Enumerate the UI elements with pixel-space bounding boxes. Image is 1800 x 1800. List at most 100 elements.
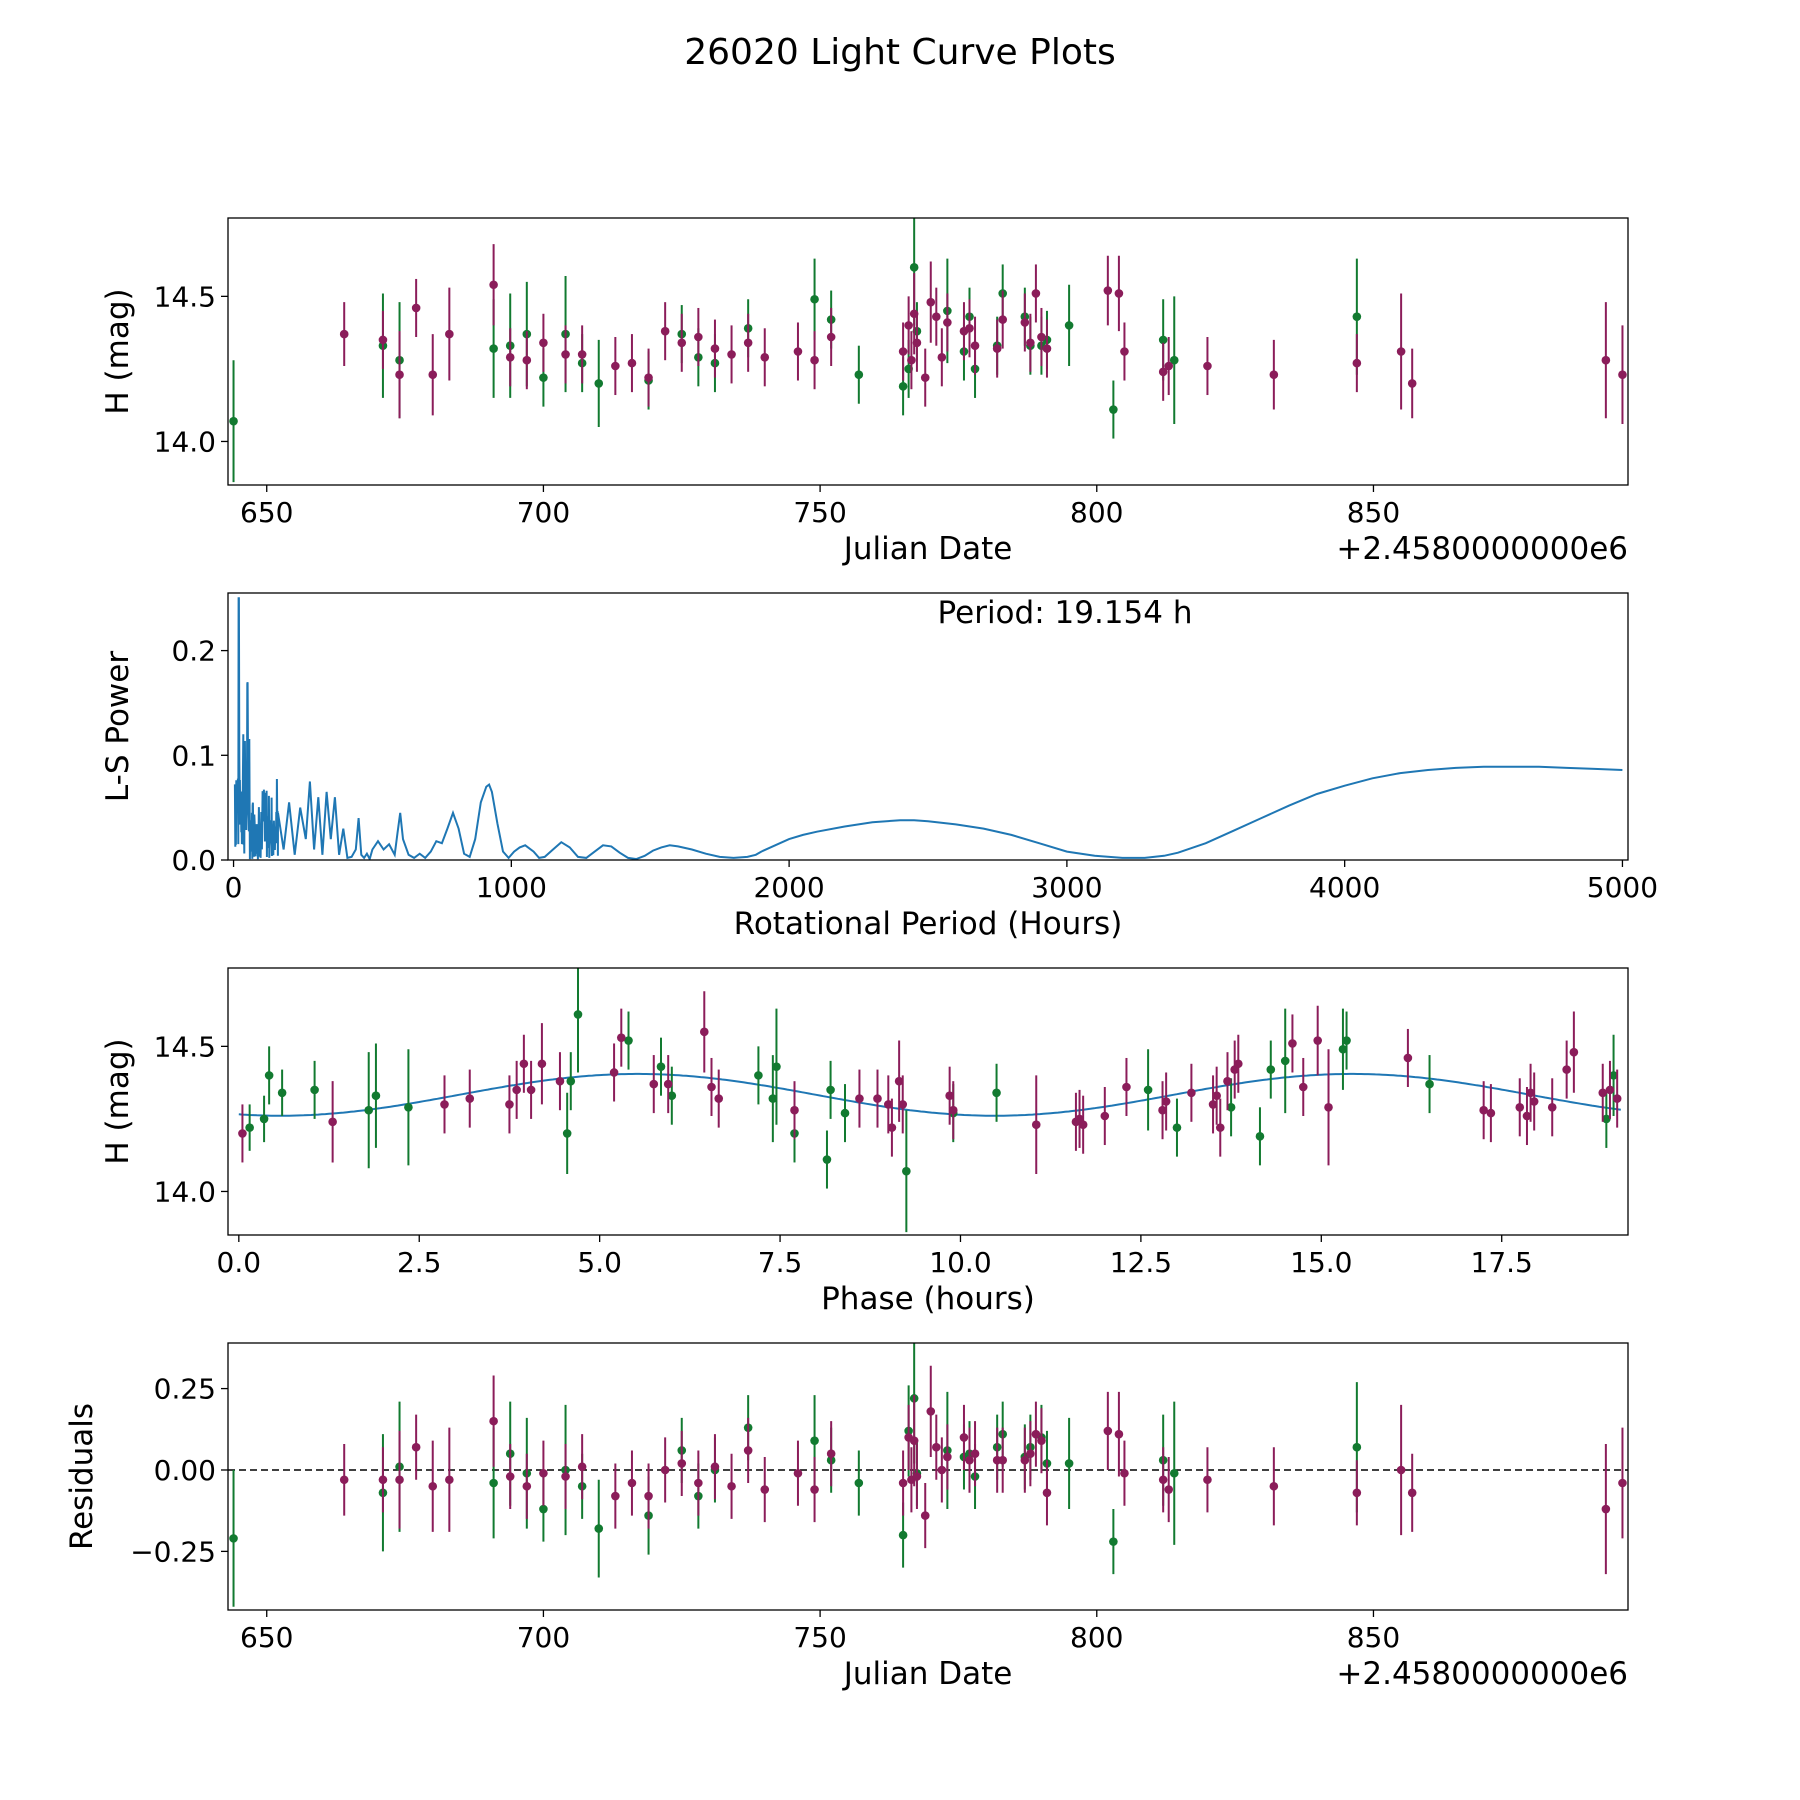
data-point [609, 1068, 619, 1077]
data-point [909, 263, 919, 272]
x-axis-label: Julian Date [842, 1656, 1013, 1692]
data-point [694, 1478, 703, 1488]
data-point [505, 1472, 515, 1481]
data-point [1103, 286, 1113, 295]
data-point [907, 355, 916, 365]
data-point [1203, 361, 1212, 371]
data-point [790, 1105, 799, 1115]
data-point [1120, 347, 1129, 356]
subplot-ls: 0 1000 2000 3000 4000 5000 0.0 0.1 0.2 Rotational… [100, 592, 1658, 942]
data-point [810, 355, 819, 365]
data-point [1479, 1105, 1488, 1115]
data-point [1605, 1085, 1615, 1095]
data-point [707, 1082, 716, 1092]
x-tick-label: 800 [1070, 1621, 1123, 1654]
x-tick-label: 700 [517, 496, 570, 529]
data-point [677, 338, 687, 348]
data-point [854, 1478, 864, 1488]
data-point [395, 1475, 404, 1485]
data-point [1266, 1065, 1276, 1074]
data-point [519, 1059, 529, 1069]
y-tick-label: −0.25 [130, 1535, 216, 1568]
data-point [561, 1472, 570, 1481]
data-point [1031, 289, 1041, 298]
data-point [1042, 1488, 1052, 1498]
data-point [364, 1105, 374, 1115]
data-point [1342, 1036, 1351, 1045]
data-point [810, 294, 819, 304]
model-fit-curve [238, 1072, 1621, 1117]
period-annotation: Period: 19.154 h [938, 595, 1193, 631]
data-point [1212, 1091, 1221, 1100]
data-point [920, 373, 930, 382]
data-point [1425, 1079, 1434, 1089]
data-point [1031, 1120, 1041, 1130]
data-point [1037, 332, 1046, 342]
data-point [1226, 1103, 1236, 1112]
data-point [710, 1462, 720, 1472]
axes-frame [227, 1342, 1629, 1611]
data-point [694, 332, 703, 342]
data-point [1164, 1485, 1174, 1494]
data-point [992, 344, 1002, 353]
data-point [920, 1511, 930, 1520]
data-point [1522, 1111, 1532, 1121]
data-point [1403, 1053, 1413, 1063]
data-point [1037, 1436, 1046, 1445]
data-point [894, 1076, 904, 1086]
x-tick-label: 2000 [753, 871, 824, 904]
data-point [1407, 379, 1417, 388]
data-point [898, 347, 908, 356]
x-tick-label: 800 [1070, 496, 1123, 529]
data-point [1269, 1481, 1279, 1491]
data-point [1208, 1100, 1218, 1109]
data-point [428, 1481, 438, 1491]
data-point [1515, 1103, 1525, 1112]
data-point [539, 373, 548, 382]
x-tick-label: 650 [240, 1621, 293, 1654]
data-point [909, 1436, 919, 1445]
data-point [727, 1481, 736, 1491]
data-point [1020, 1455, 1030, 1465]
data-point [1158, 335, 1168, 345]
data-point [1120, 1468, 1129, 1478]
data-point [926, 1407, 936, 1416]
data-point [1164, 361, 1174, 371]
y-tick-label: 14.5 [154, 280, 216, 313]
data-point [760, 1485, 770, 1494]
data-point [238, 1129, 247, 1138]
data-point [1078, 1120, 1088, 1130]
data-point [760, 353, 770, 362]
y-axis-label: L-S Power [100, 651, 136, 802]
data-point [1187, 1088, 1196, 1098]
data-point [1169, 355, 1179, 365]
data-point [378, 335, 388, 345]
data-point [855, 1094, 864, 1103]
plot-area-res [228, 1343, 1628, 1607]
data-point [594, 379, 604, 388]
x-tick-label: 1000 [476, 871, 547, 904]
data-point [1609, 1071, 1618, 1080]
data-point [926, 297, 936, 307]
data-point [1109, 1537, 1118, 1546]
data-point [1618, 370, 1627, 380]
y-axis-label: H (mag) [100, 1038, 136, 1164]
data-point [1396, 1465, 1406, 1475]
data-point [411, 1442, 421, 1452]
data-point [1143, 1085, 1153, 1095]
data-point [577, 350, 587, 359]
data-point [1234, 1059, 1243, 1069]
data-point [663, 1079, 673, 1089]
data-point [948, 1105, 958, 1115]
data-point [229, 1534, 238, 1543]
data-point [1161, 1097, 1171, 1106]
data-point [411, 303, 421, 313]
subplot-res: 650 700 750 800 850 −0.25 0.00 0.25 Julian Date R… [64, 1342, 1629, 1692]
data-point [1100, 1111, 1110, 1121]
data-point [667, 1091, 677, 1100]
data-point [1298, 1082, 1308, 1092]
data-point [505, 1100, 514, 1109]
data-point [660, 326, 670, 336]
x-tick-label: 2.5 [397, 1246, 442, 1279]
